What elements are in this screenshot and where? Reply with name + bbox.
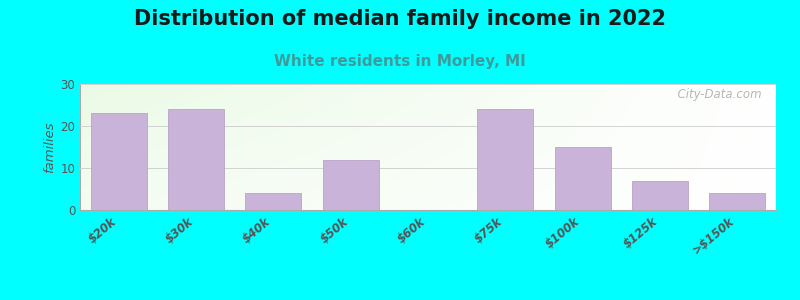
- Bar: [323, 160, 378, 210]
- Bar: [555, 147, 610, 210]
- Bar: [632, 181, 688, 210]
- Bar: [91, 113, 146, 210]
- Bar: [478, 109, 533, 210]
- Text: Distribution of median family income in 2022: Distribution of median family income in …: [134, 9, 666, 29]
- Text: White residents in Morley, MI: White residents in Morley, MI: [274, 54, 526, 69]
- Bar: [246, 193, 301, 210]
- Text: City-Data.com: City-Data.com: [670, 88, 762, 101]
- Bar: [168, 109, 224, 210]
- Bar: [710, 193, 765, 210]
- Y-axis label: families: families: [43, 121, 56, 173]
